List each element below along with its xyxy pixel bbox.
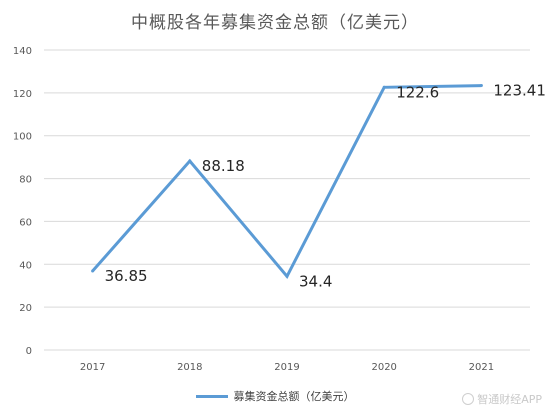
legend: 募集资金总额（亿美元） xyxy=(0,387,550,405)
y-tick-label: 120 xyxy=(13,89,32,100)
data-point xyxy=(382,85,386,89)
legend-swatch xyxy=(195,394,228,398)
data-label: 34.4 xyxy=(299,272,332,290)
x-tick-label: 2017 xyxy=(80,362,105,373)
series-line xyxy=(91,84,482,279)
data-label: 36.85 xyxy=(105,267,148,285)
chart-title: 中概股各年募集资金总额（亿美元） xyxy=(131,13,419,33)
y-tick-label: 40 xyxy=(19,260,32,271)
data-label: 122.6 xyxy=(396,83,439,101)
y-tick-label: 20 xyxy=(19,303,32,314)
y-tick-label: 100 xyxy=(13,132,32,143)
data-point xyxy=(479,84,483,88)
watermark-text: 智通财经APP xyxy=(477,393,542,406)
x-tick-label: 2019 xyxy=(274,362,299,373)
y-tick-label: 0 xyxy=(26,346,32,357)
y-tick-label: 60 xyxy=(19,217,32,228)
x-tick-label: 2018 xyxy=(177,362,202,373)
x-tick-label: 2021 xyxy=(469,362,494,373)
data-label: 88.18 xyxy=(202,157,245,175)
watermark: 智通财经APP xyxy=(462,391,542,407)
data-point xyxy=(91,269,95,273)
x-tick-label: 2020 xyxy=(371,362,396,373)
y-tick-label: 80 xyxy=(19,175,32,186)
legend-label: 募集资金总额（亿美元） xyxy=(233,390,355,403)
data-point xyxy=(285,274,289,278)
logo-icon xyxy=(462,393,475,405)
y-tick-label: 140 xyxy=(13,46,32,57)
data-label: 123.41 xyxy=(493,82,546,100)
data-point xyxy=(188,159,192,163)
